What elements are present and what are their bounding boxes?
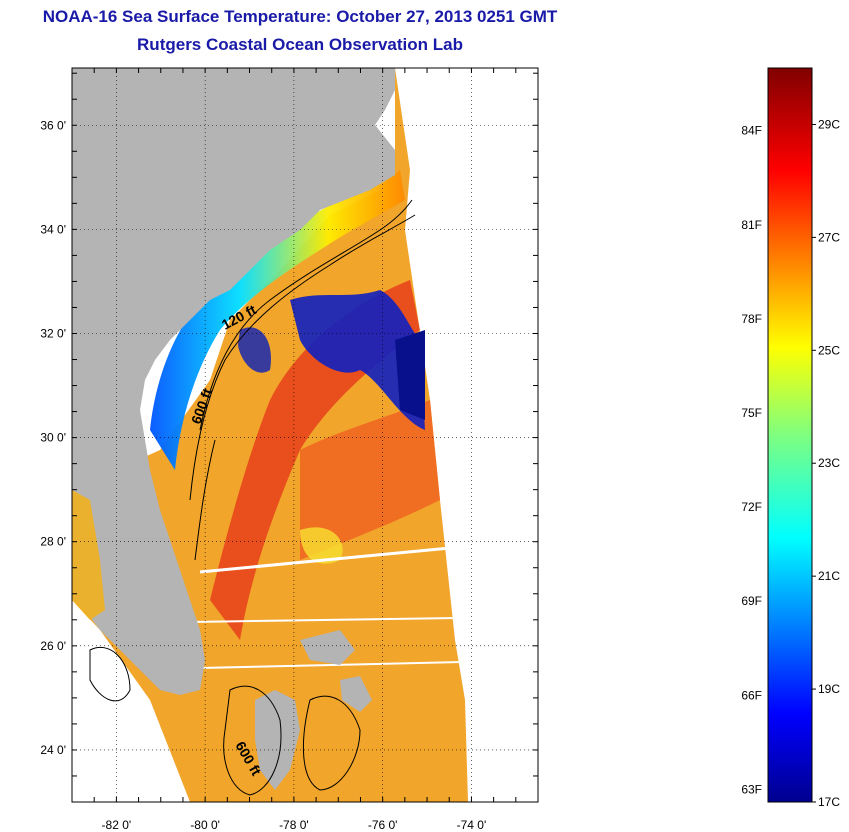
graticule [72,68,538,802]
colorbar-fahrenheit-label: 84F [741,124,762,138]
map-title: NOAA-16 Sea Surface Temperature: October… [42,7,558,26]
colorbar-celsius-label: 19C [818,682,840,696]
colorbar-celsius-label: 25C [818,343,840,357]
lat-tick-label: 32 0' [40,326,66,340]
lat-tick-label: 24 0' [40,743,66,757]
colorbar: 84F 81F 78F 75F 72F 69F 66F 63F 29C 27C 25C 23C 21C 1… [741,67,840,809]
colorbar-fahrenheit-label: 81F [741,218,762,232]
axis-ticks: -82 0' -80 0' -78 0' -76 0' -74 0' 36 0' 34 0'… [40,68,539,832]
colorbar-celsius-label: 29C [818,117,840,131]
lat-tick-label: 26 0' [40,639,66,653]
lon-tick-label: -78 0' [279,818,309,832]
lon-tick-label: -82 0' [102,818,132,832]
lon-tick-label: -76 0' [368,818,398,832]
colorbar-fahrenheit-label: 78F [741,312,762,326]
colorbar-celsius-label: 17C [818,795,840,809]
colorbar-gradient [767,67,813,803]
colorbar-celsius-label: 23C [818,456,840,470]
colorbar-fahrenheit-label: 72F [741,500,762,514]
lat-tick-label: 28 0' [40,535,66,549]
lat-tick-label: 36 0' [40,118,66,132]
us-land [72,68,395,695]
lat-tick-label: 34 0' [40,222,66,236]
lon-tick-label: -74 0' [457,818,487,832]
map-area: 120 ft 600 ft 600 ft [72,68,538,802]
colorbar-celsius-label: 27C [818,230,840,244]
colorbar-fahrenheit-label: 66F [741,688,762,702]
colorbar-fahrenheit-label: 75F [741,406,762,420]
lon-tick-label: -80 0' [190,818,220,832]
map-frame [71,67,539,803]
colorbar-fahrenheit-label: 63F [741,782,762,796]
colorbar-fahrenheit-label: 69F [741,594,762,608]
map-subtitle: Rutgers Coastal Ocean Observation Lab [137,35,463,54]
colorbar-celsius-label: 21C [818,569,840,583]
lat-tick-label: 30 0' [40,431,66,445]
